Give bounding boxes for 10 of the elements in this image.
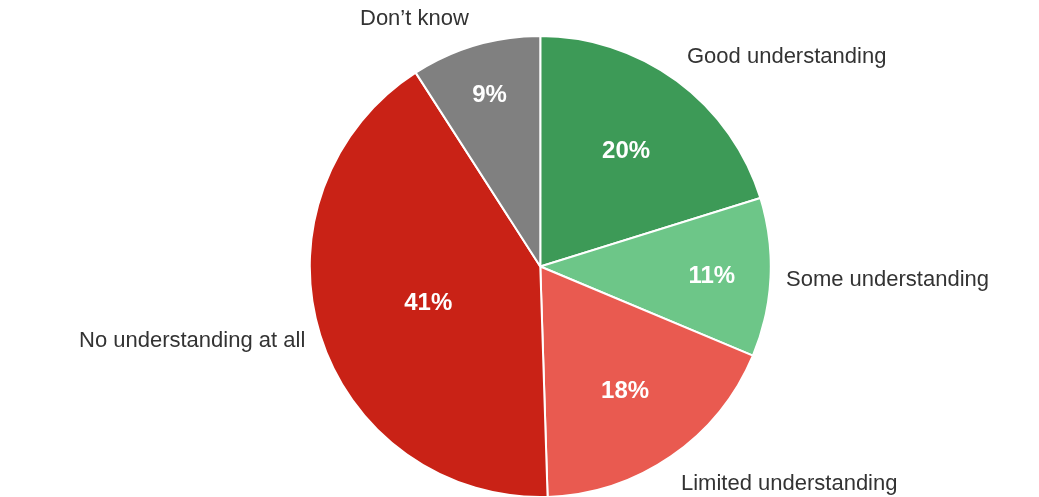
data-label: 20%	[602, 136, 651, 164]
slice-label: Some understanding	[786, 266, 990, 291]
data-label: 18%	[601, 376, 650, 404]
data-label: 11%	[688, 261, 736, 289]
data-label: 41%	[404, 287, 453, 315]
data-label: 9%	[472, 80, 507, 108]
slice-label: Limited understanding	[681, 470, 898, 495]
slice-label: Good understanding	[687, 43, 887, 68]
slice-label: No understanding at all	[79, 327, 306, 352]
slice-label: Don’t know	[360, 5, 469, 30]
